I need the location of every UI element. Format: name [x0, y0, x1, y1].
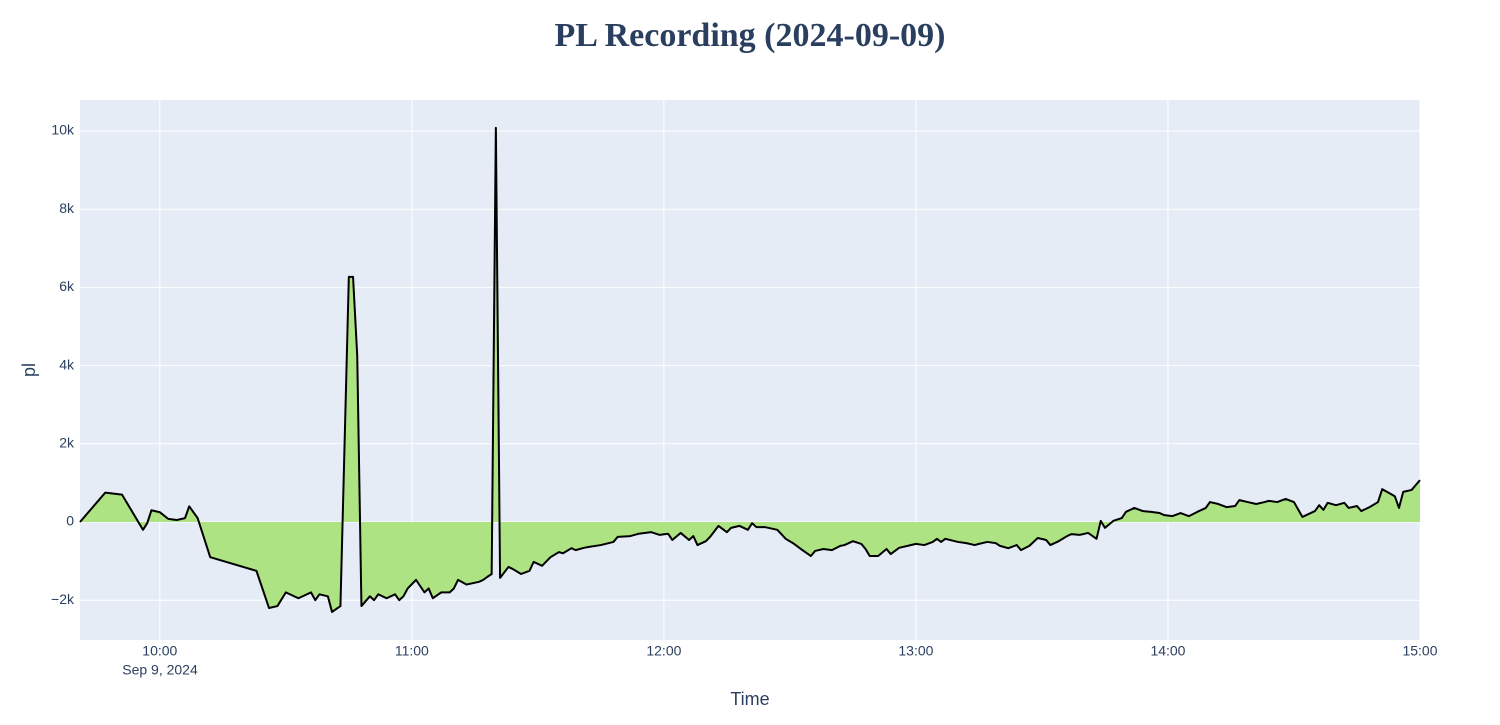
x-tick-label: 13:00	[898, 643, 933, 659]
area-fill	[80, 127, 1420, 612]
y-tick-label: 6k	[59, 278, 75, 294]
y-tick-label: 4k	[59, 356, 75, 372]
y-tick-label: −2k	[51, 591, 75, 607]
y-tick-label: 8k	[59, 200, 75, 216]
x-tick-label: 14:00	[1150, 643, 1185, 659]
x-tick-label: 10:00	[142, 643, 177, 659]
line	[79, 126, 1421, 613]
y-axis-title: pl	[19, 363, 39, 377]
y-tick-label: 2k	[59, 435, 75, 451]
x-date-label: Sep 9, 2024	[122, 662, 198, 678]
chart-title: PL Recording (2024-09-09)	[555, 17, 946, 54]
x-tick-label: 11:00	[395, 643, 429, 659]
x-tick-label: 12:00	[646, 643, 681, 659]
x-axis-title: Time	[730, 689, 769, 709]
y-tick-label: 0	[66, 513, 74, 529]
x-tick-label: 15:00	[1402, 643, 1437, 659]
y-tick-label: 10k	[51, 122, 75, 138]
